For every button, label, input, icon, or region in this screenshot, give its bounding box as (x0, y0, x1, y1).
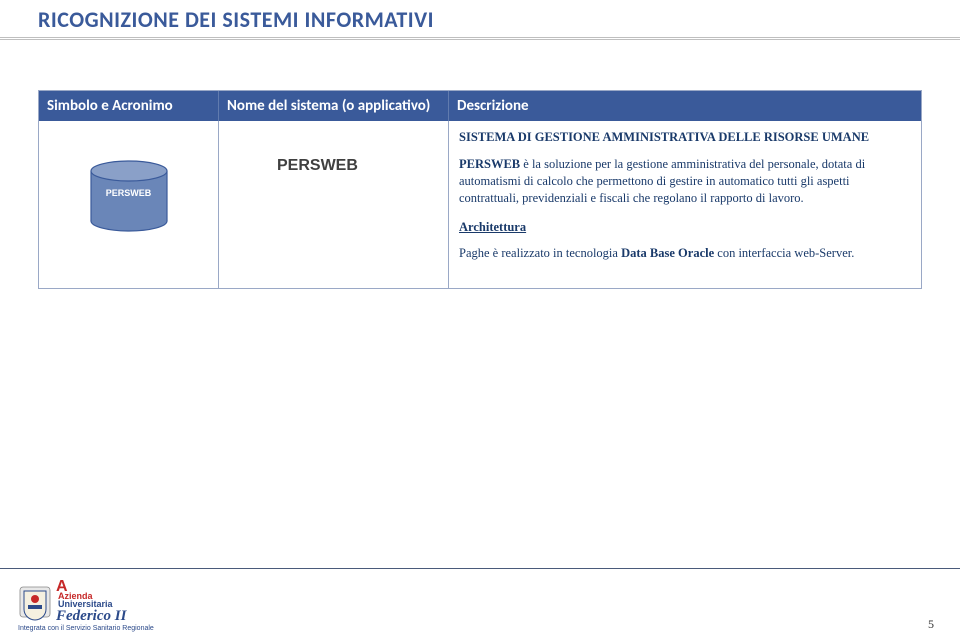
title-rule (0, 39, 960, 40)
architettura-text: Paghe è realizzato in tecnologia Data Ba… (459, 245, 911, 262)
db-cylinder-icon: PERSWEB (49, 129, 208, 245)
cell-description: SISTEMA DI GESTIONE AMMINISTRATIVA DELLE… (449, 121, 921, 288)
systems-table: Simbolo e Acronimo Nome del sistema (o a… (38, 90, 922, 289)
page-footer: A Azienda Universitaria Federico II Inte… (0, 568, 960, 636)
table-row: PERSWEB PERSWEB SISTEMA DI GESTIONE AMMI… (39, 121, 921, 288)
desc-bold-lead: PERSWEB (459, 157, 520, 171)
page-number: 5 (928, 617, 934, 632)
desc-rest: è la soluzione per la gestione amministr… (459, 157, 865, 205)
table-header-row: Simbolo e Acronimo Nome del sistema (o a… (39, 91, 921, 121)
footer-logo: A Azienda Universitaria Federico II Inte… (18, 581, 154, 632)
cell-system-name: PERSWEB (219, 121, 449, 288)
arch-bold2: Oracle (678, 246, 714, 260)
arch-post: con interfaccia web-Server. (714, 246, 854, 260)
th-symbol: Simbolo e Acronimo (39, 91, 219, 121)
logo-subtitle: Integrata con il Servizio Sanitario Regi… (18, 625, 154, 632)
logo-line3: Federico II (56, 609, 126, 623)
th-description: Descrizione (449, 91, 921, 121)
crest-icon (18, 581, 52, 623)
cylinder-label: PERSWEB (106, 187, 152, 199)
arch-pre: Paghe è realizzato in tecnologia (459, 246, 621, 260)
page-title: RICOGNIZIONE DEI SISTEMI INFORMATIVI (0, 0, 960, 38)
system-name-text: PERSWEB (229, 129, 438, 177)
th-system-name: Nome del sistema (o applicativo) (219, 91, 449, 121)
desc-paragraph: PERSWEB è la soluzione per la gestione a… (459, 156, 911, 207)
arch-bold1: Data Base (621, 246, 675, 260)
architettura-label: Architettura (459, 219, 911, 236)
cell-symbol: PERSWEB (39, 121, 219, 288)
desc-heading: SISTEMA DI GESTIONE AMMINISTRATIVA DELLE… (459, 129, 911, 146)
